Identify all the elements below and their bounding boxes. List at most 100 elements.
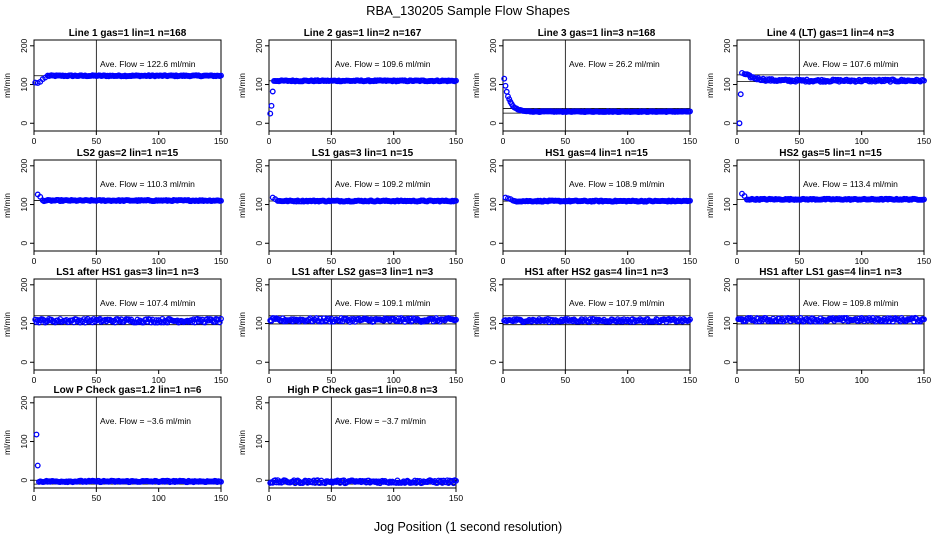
data-point — [184, 317, 191, 324]
y-tick-label: 200 — [488, 38, 498, 52]
x-tick-label: 150 — [917, 136, 931, 146]
y-tick-label: 100 — [722, 197, 732, 211]
x-tick-label: 0 — [735, 256, 740, 266]
x-tick-label: 150 — [214, 136, 228, 146]
y-tick-label: 100 — [254, 77, 264, 91]
data-point — [267, 110, 274, 117]
y-axis-label: ml/min — [237, 430, 247, 455]
data-points — [267, 315, 459, 325]
average-flow-annotation: Ave. Flow = 122.6 ml/min — [100, 59, 196, 69]
y-tick-label: 0 — [19, 241, 29, 246]
data-point — [502, 82, 509, 89]
panel-title: LS1 gas=3 lin=1 n=15 — [312, 148, 414, 159]
y-tick-label: 100 — [19, 77, 29, 91]
data-point — [171, 479, 178, 486]
data-point — [276, 479, 282, 486]
data-point — [148, 319, 155, 326]
data-points — [501, 75, 693, 115]
panel-14: High P Check gas=1 lin=0.8 n=3 ml/min 0 100… — [237, 385, 463, 503]
y-axis-label: ml/min — [2, 312, 12, 337]
x-tick-label: 100 — [387, 256, 401, 266]
panel-title: LS2 gas=2 lin=1 n=15 — [77, 148, 179, 159]
y-tick-label: 0 — [254, 121, 264, 126]
data-point — [216, 319, 223, 326]
x-tick-label: 100 — [621, 375, 635, 385]
y-axis-label: ml/min — [237, 193, 247, 218]
x-tick-label: 0 — [32, 375, 37, 385]
x-tick-label: 50 — [327, 136, 337, 146]
data-point — [921, 196, 927, 203]
y-tick-label: 100 — [19, 197, 29, 211]
y-tick-label: 100 — [488, 197, 498, 211]
x-tick-label: 150 — [214, 493, 228, 503]
data-points — [736, 69, 927, 127]
x-tick-label: 0 — [32, 136, 37, 146]
y-tick-label: 100 — [254, 434, 264, 448]
average-flow-annotation: Ave. Flow = 109.2 ml/min — [335, 179, 431, 189]
x-tick-label: 150 — [449, 256, 463, 266]
data-point — [218, 72, 224, 79]
x-tick-label: 0 — [501, 256, 506, 266]
panel-1: Line 1 gas=1 lin=1 n=168 ml/min 0 100 200 0 50… — [2, 28, 228, 146]
panel-10: LS1 after LS2 gas=3 lin=1 n=3 ml/min 0 100 2… — [237, 267, 463, 385]
y-tick-label: 100 — [19, 316, 29, 330]
x-tick-label: 100 — [855, 136, 869, 146]
panel-title: HS1 gas=4 lin=1 n=15 — [545, 148, 648, 159]
x-tick-label: 150 — [683, 256, 697, 266]
plot-frame — [268, 159, 457, 252]
average-flow-annotation: Ave. Flow = 110.3 ml/min — [100, 179, 195, 189]
average-flow-annotation: Ave. Flow = 107.9 ml/min — [569, 298, 665, 308]
panel-4: Line 4 (LT) gas=1 lin=4 n=3 ml/min 0 100 200… — [705, 28, 931, 146]
data-point — [218, 197, 224, 204]
data-points — [34, 191, 224, 205]
data-point — [736, 120, 743, 127]
y-tick-label: 0 — [19, 360, 29, 365]
plot-frame — [268, 39, 457, 132]
x-tick-label: 100 — [387, 375, 401, 385]
x-tick-label: 150 — [214, 375, 228, 385]
x-tick-label: 0 — [32, 256, 37, 266]
x-tick-label: 100 — [152, 136, 166, 146]
plot-frame — [268, 396, 457, 489]
x-tick-label: 0 — [735, 375, 740, 385]
data-point — [218, 478, 224, 485]
y-tick-label: 200 — [19, 38, 29, 52]
average-flow-annotation: Ave. Flow = 26.2 ml/min — [569, 59, 660, 69]
y-tick-label: 0 — [722, 241, 732, 246]
y-tick-label: 0 — [254, 478, 264, 483]
y-tick-label: 200 — [19, 395, 29, 409]
y-tick-label: 200 — [722, 158, 732, 172]
x-tick-label: 150 — [683, 136, 697, 146]
y-tick-label: 200 — [254, 158, 264, 172]
data-point — [453, 477, 459, 484]
panel-title: Line 3 gas=1 lin=3 n=168 — [538, 28, 656, 39]
data-points — [269, 194, 459, 205]
data-point — [921, 316, 927, 323]
y-tick-label: 0 — [254, 360, 264, 365]
panel-11: HS1 after HS2 gas=4 lin=1 n=3 ml/min 0 100 2… — [471, 267, 697, 385]
panel-6: LS1 gas=3 lin=1 n=15 ml/min 0 100 200 0 50 100 1… — [237, 148, 463, 266]
y-axis-label: ml/min — [471, 193, 481, 218]
y-axis-label: ml/min — [2, 193, 12, 218]
x-tick-label: 0 — [501, 136, 506, 146]
panel-13: Low P Check gas=1.2 lin=1 n=6 ml/min 0 100 2… — [2, 385, 228, 503]
data-points — [739, 190, 927, 203]
data-point — [400, 316, 407, 323]
average-flow-annotation: Ave. Flow = −3.7 ml/min — [335, 416, 426, 426]
panel-5: LS2 gas=2 lin=1 n=15 ml/min 0 100 200 0 50 100 1… — [2, 148, 228, 266]
data-point — [453, 77, 459, 84]
x-tick-label: 150 — [449, 136, 463, 146]
x-tick-label: 100 — [855, 375, 869, 385]
x-tick-label: 50 — [327, 375, 337, 385]
y-tick-label: 100 — [488, 77, 498, 91]
x-tick-label: 100 — [387, 493, 401, 503]
panel-title: HS1 after HS2 gas=4 lin=1 n=3 — [525, 267, 669, 278]
data-points — [502, 194, 693, 205]
x-tick-label: 100 — [152, 493, 166, 503]
panel-title: Line 2 gas=1 lin=2 n=167 — [304, 28, 422, 39]
data-point — [737, 91, 744, 98]
average-flow-annotation: Ave. Flow = 109.8 ml/min — [803, 298, 899, 308]
x-tick-label: 50 — [561, 256, 571, 266]
